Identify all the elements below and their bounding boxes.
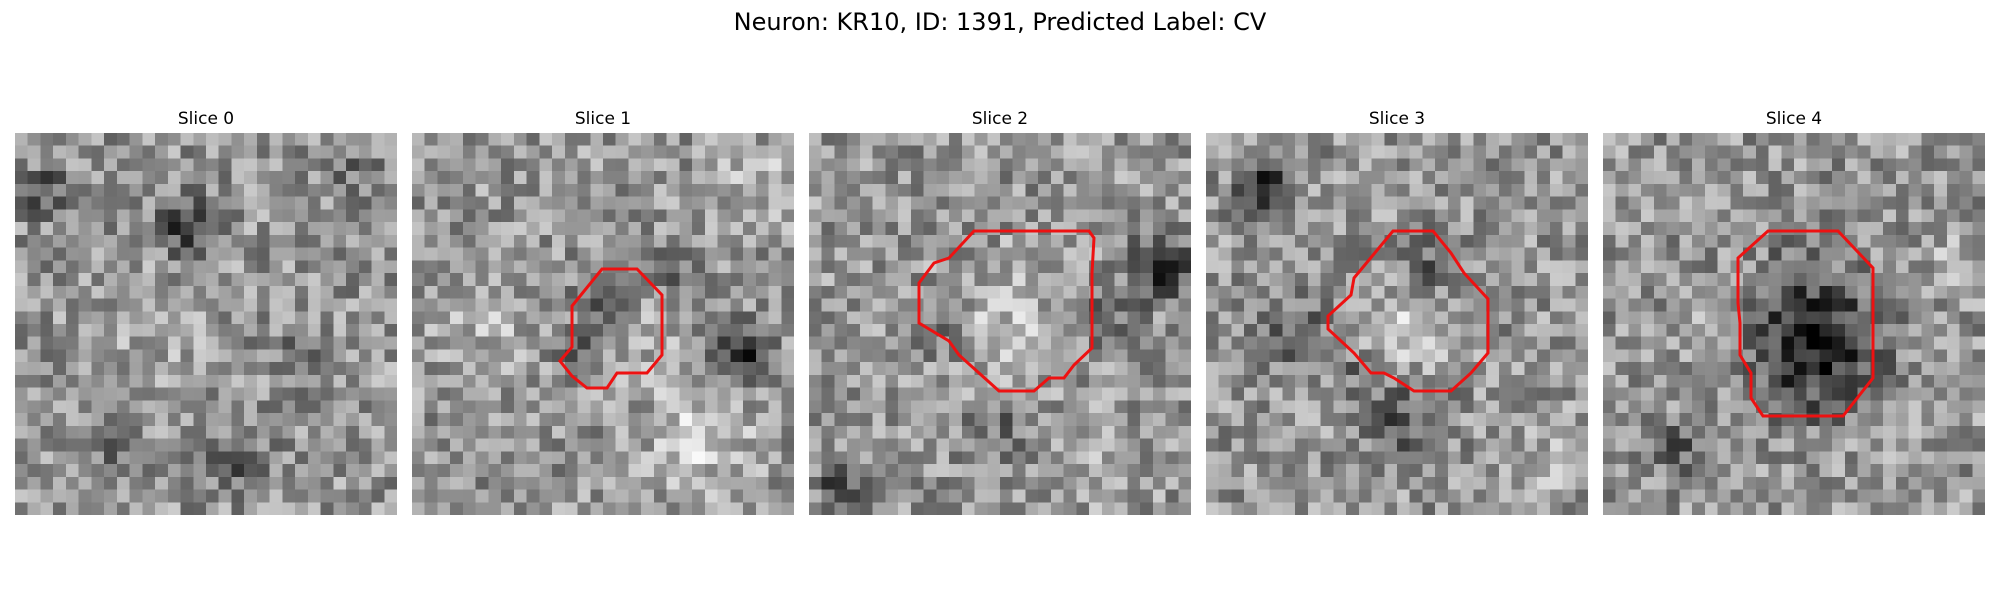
slice-title: Slice 2 xyxy=(971,109,1029,129)
roi-outline xyxy=(917,229,1096,393)
slice-title: Slice 3 xyxy=(1368,109,1426,129)
slice-title: Slice 0 xyxy=(177,109,235,129)
slice-title: Slice 4 xyxy=(1765,109,1823,129)
roi-outline xyxy=(1736,229,1875,418)
slice-image xyxy=(15,133,397,515)
slice-panel-4: Slice 4 xyxy=(1603,108,1985,515)
figure-title: Neuron: KR10, ID: 1391, Predicted Label:… xyxy=(733,8,1267,36)
slice-panel-3: Slice 3 xyxy=(1206,108,1588,515)
roi-outline xyxy=(558,267,664,390)
slice-image xyxy=(412,133,794,515)
slice-image xyxy=(809,133,1191,515)
slice-panel-0: Slice 0 xyxy=(15,108,397,515)
slice-image xyxy=(1206,133,1588,515)
slice-image xyxy=(1603,133,1985,515)
slice-panel-1: Slice 1 xyxy=(412,108,794,515)
slice-title: Slice 1 xyxy=(574,109,632,129)
roi-outline xyxy=(1326,229,1490,393)
slice-panel-2: Slice 2 xyxy=(809,108,1191,515)
